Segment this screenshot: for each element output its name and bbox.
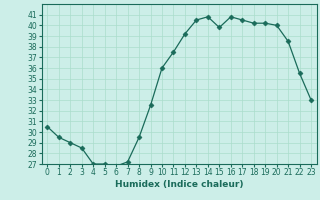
X-axis label: Humidex (Indice chaleur): Humidex (Indice chaleur) (115, 180, 244, 189)
